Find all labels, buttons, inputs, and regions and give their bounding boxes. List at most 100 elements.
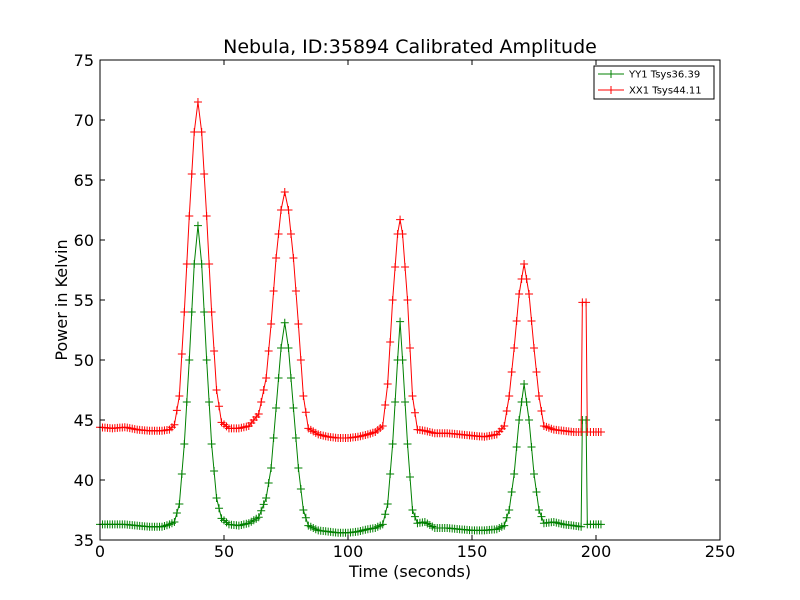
- chart-title: Nebula, ID:35894 Calibrated Amplitude: [223, 36, 597, 58]
- data-point-marker: [175, 500, 184, 508]
- data-point-marker: [272, 404, 281, 412]
- data-point-marker: [396, 215, 405, 224]
- data-point-marker: [299, 506, 308, 514]
- x-tick-label: 250: [705, 542, 736, 561]
- data-point-marker: [515, 290, 524, 298]
- data-point-marker: [596, 520, 605, 529]
- data-point-marker: [202, 356, 211, 364]
- data-point-marker: [262, 374, 271, 382]
- data-point-marker: [259, 500, 268, 509]
- data-point-marker: [172, 406, 181, 415]
- data-point-marker: [280, 188, 289, 196]
- data-point-marker: [210, 347, 219, 355]
- data-point-marker: [530, 470, 538, 478]
- data-point-marker: [510, 344, 519, 352]
- data-point-marker: [257, 506, 266, 515]
- data-point-marker: [510, 470, 519, 478]
- data-point-marker: [391, 263, 400, 271]
- data-point-marker: [527, 443, 536, 451]
- data-point-marker: [520, 380, 529, 388]
- data-point-marker: [500, 422, 509, 430]
- y-tick-label: 75: [74, 51, 94, 70]
- data-point-marker: [388, 296, 397, 304]
- data-point-marker: [259, 386, 268, 394]
- data-point-marker: [277, 206, 286, 214]
- data-point-marker: [190, 128, 199, 136]
- data-point-marker: [301, 513, 310, 522]
- data-point-marker: [294, 464, 303, 472]
- data-point-marker: [284, 344, 293, 352]
- data-point-marker: [294, 320, 303, 328]
- data-point-marker: [406, 344, 414, 352]
- data-point-marker: [212, 494, 221, 502]
- data-point-marker: [398, 230, 407, 238]
- data-point-marker: [378, 520, 387, 529]
- data-point-marker: [193, 98, 202, 106]
- legend-label-xx1: XX1 Tsys44.11: [629, 86, 702, 97]
- data-point-marker: [296, 356, 305, 364]
- data-point-marker: [205, 260, 214, 268]
- data-point-marker: [507, 488, 516, 496]
- data-point-marker: [205, 398, 214, 406]
- data-point-marker: [577, 522, 586, 531]
- y-tick-label: 65: [74, 171, 94, 190]
- data-point-marker: [185, 356, 194, 364]
- data-point-marker: [410, 512, 419, 521]
- data-point-marker: [410, 408, 419, 417]
- data-point-marker: [172, 509, 181, 517]
- data-point-marker: [386, 338, 395, 346]
- data-point-marker: [215, 504, 224, 513]
- data-point-marker: [299, 392, 308, 400]
- data-point-marker: [200, 170, 209, 178]
- x-tick-label: 200: [581, 542, 612, 561]
- data-point-marker: [197, 260, 206, 268]
- data-point-marker: [267, 464, 276, 472]
- y-tick-label: 35: [74, 531, 94, 550]
- legend-marker: [607, 86, 615, 94]
- axis-layer: 0 50 100 150 200 250 35 40 45 50 55 60 65 70 75: [74, 51, 736, 561]
- data-point-marker: [582, 416, 591, 424]
- data-point-marker: [180, 440, 189, 448]
- data-point-marker: [264, 479, 273, 487]
- data-point-marker: [212, 386, 221, 394]
- data-point-marker: [520, 260, 529, 268]
- data-point-marker: [182, 260, 191, 268]
- data-point-marker: [401, 263, 410, 271]
- data-point-marker: [197, 128, 206, 136]
- y-tick-label: 60: [74, 231, 94, 250]
- data-point-marker: [596, 428, 605, 436]
- data-point-marker: [522, 275, 531, 283]
- data-point-marker: [408, 506, 417, 514]
- x-tick-label: 50: [214, 542, 234, 561]
- x-axis-label: Time (seconds): [348, 562, 471, 581]
- data-point-marker: [301, 408, 310, 417]
- x-tick-label: 150: [457, 542, 488, 561]
- data-point-marker: [532, 488, 541, 496]
- data-point-marker: [502, 513, 511, 522]
- data-point-marker: [187, 308, 196, 316]
- data-point-marker: [403, 296, 412, 304]
- data-point-marker: [522, 398, 531, 406]
- data-point-marker: [386, 470, 395, 478]
- data-point-marker: [284, 206, 293, 214]
- data-point-marker: [274, 374, 283, 382]
- data-point-marker: [175, 392, 184, 400]
- data-point-marker: [286, 374, 295, 382]
- data-point-marker: [406, 473, 414, 481]
- data-point-marker: [291, 434, 300, 442]
- y-tick-label: 40: [74, 471, 94, 490]
- data-point-marker: [180, 308, 189, 316]
- data-point-marker: [500, 521, 509, 530]
- data-point-marker: [296, 485, 305, 493]
- data-point-marker: [289, 404, 298, 412]
- legend-label-yy1: YY1 Tsys36.39: [628, 70, 700, 81]
- data-point-marker: [202, 212, 211, 220]
- data-point-marker: [193, 221, 202, 230]
- data-point-marker: [269, 287, 278, 295]
- data-point-marker: [507, 368, 516, 376]
- data-point-marker: [274, 230, 283, 238]
- data-point-marker: [408, 392, 417, 400]
- data-point-marker: [381, 510, 390, 519]
- data-point-marker: [177, 350, 186, 358]
